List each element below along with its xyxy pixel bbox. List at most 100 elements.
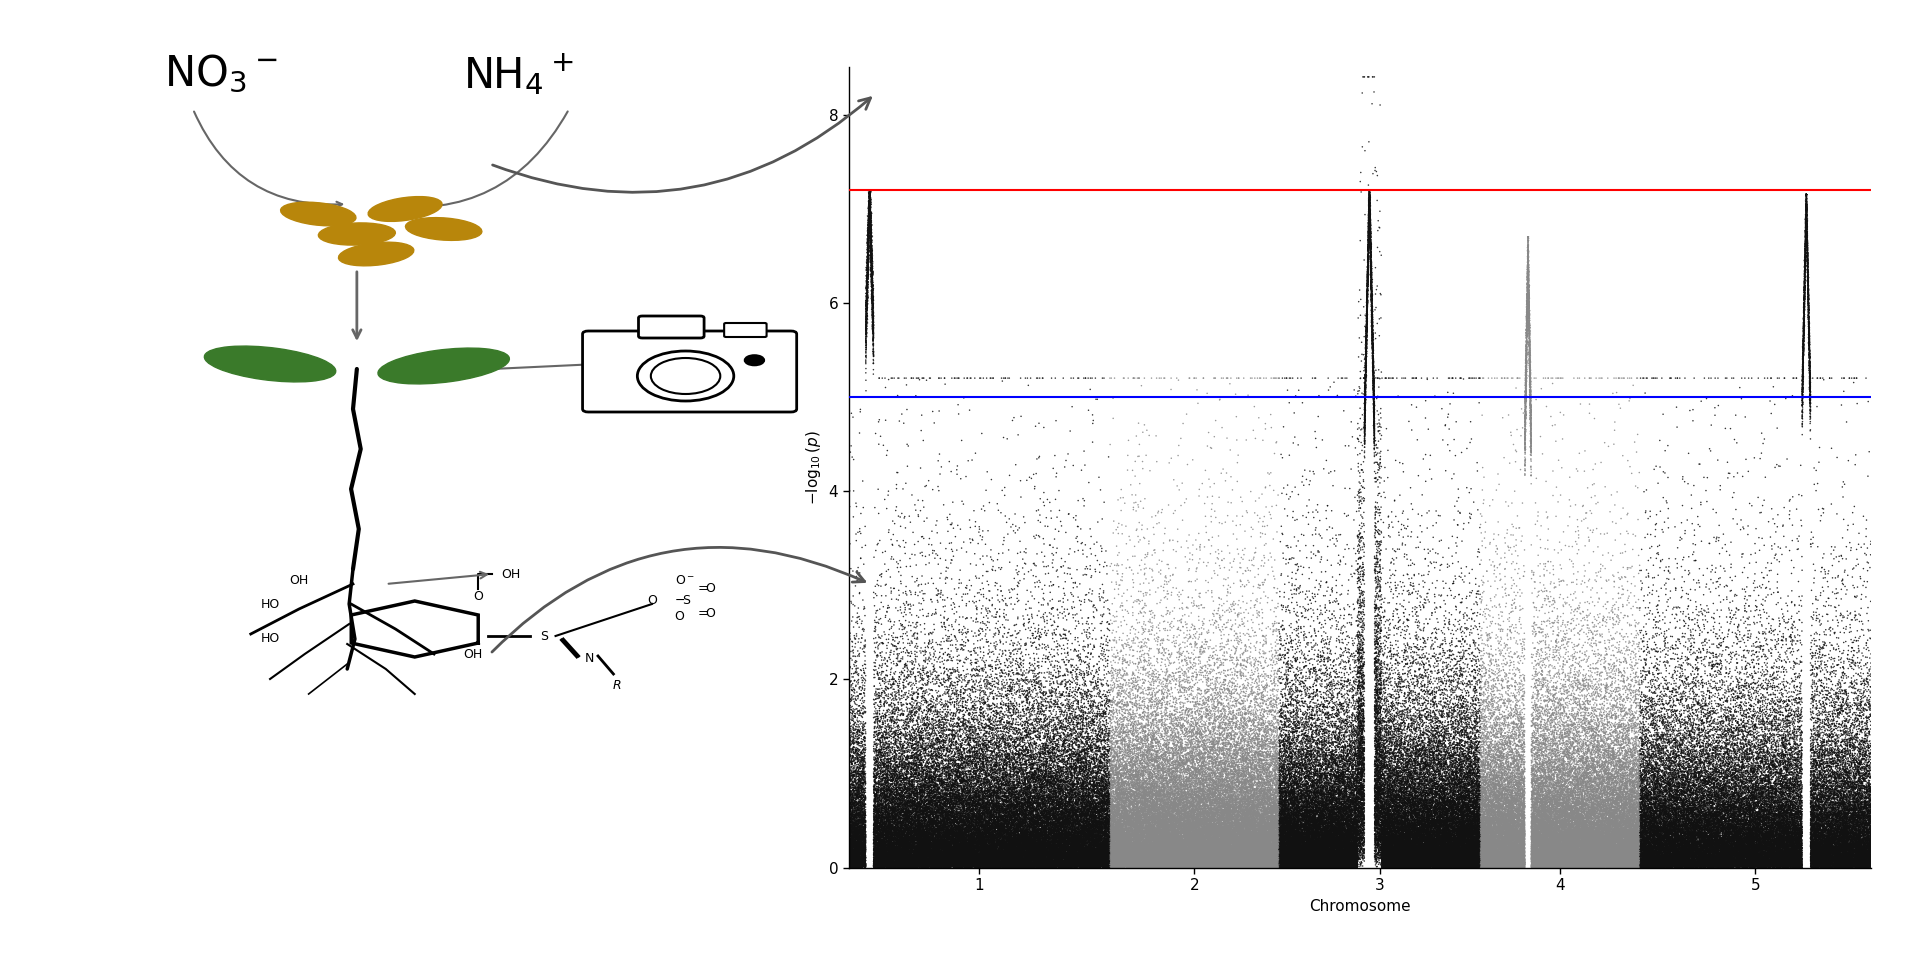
Point [1424,835,1454,850]
Point [1617,785,1647,800]
Point [1119,853,1150,869]
Point [1358,389,1389,405]
Point [1360,422,1391,438]
Point [1836,858,1867,873]
Point [1678,807,1709,822]
Point [1350,352,1381,367]
Point [855,198,885,213]
Point [1688,853,1719,869]
Point [1184,805,1215,820]
Point [1412,857,1443,872]
Point [1202,860,1233,875]
Point [1136,674,1167,689]
Point [1346,784,1377,799]
Point [1657,799,1688,815]
Point [1701,810,1732,825]
Point [1437,808,1468,823]
Point [1426,790,1456,806]
Point [1319,538,1350,553]
Point [1468,857,1499,872]
Point [1574,822,1605,838]
Point [1051,645,1082,660]
Point [1086,807,1117,822]
Point [922,823,953,839]
Point [1067,852,1098,868]
Point [1341,730,1372,745]
Point [1640,831,1671,846]
Point [1292,845,1323,861]
Point [1603,802,1634,817]
Point [1551,817,1582,833]
Point [1507,847,1537,863]
Point [1811,831,1842,846]
Point [1379,783,1410,798]
Point [1277,830,1308,845]
Point [1175,838,1206,853]
Point [1076,805,1107,820]
Point [1142,705,1173,720]
Point [1076,713,1107,729]
Point [980,700,1011,715]
Point [1699,846,1730,862]
Point [899,684,930,700]
Point [1221,742,1252,758]
Point [885,828,916,844]
Point [1512,249,1543,264]
Point [1020,792,1051,808]
Point [1748,816,1779,831]
Point [1177,745,1208,761]
Point [1100,830,1130,845]
Point [1291,762,1321,777]
Point [1136,803,1167,818]
Point [1134,844,1165,860]
Point [1553,796,1584,812]
Point [1341,755,1372,770]
Point [1381,831,1412,846]
Point [1449,859,1480,874]
Point [1487,797,1518,813]
Point [1225,855,1256,870]
Point [1408,542,1439,557]
Point [1474,772,1505,788]
Point [1215,790,1246,805]
Point [1767,850,1798,866]
Point [1223,847,1254,863]
Point [1431,756,1462,771]
Point [1775,807,1806,822]
Point [932,860,963,875]
Point [1103,824,1134,840]
Point [876,854,907,870]
Point [912,860,943,875]
Point [1856,829,1887,844]
Point [893,851,924,867]
Point [1547,778,1578,793]
Point [858,777,889,792]
Point [1541,741,1572,757]
Point [955,855,986,870]
Point [964,781,995,796]
Point [1186,845,1217,861]
Point [1125,838,1155,853]
Point [1412,857,1443,872]
Point [968,818,999,834]
Point [1294,859,1325,874]
Point [1831,730,1861,745]
Point [1107,787,1138,802]
Point [1132,772,1163,788]
Point [1400,821,1431,837]
Point [1343,386,1373,401]
Point [1051,854,1082,870]
Point [1258,785,1289,800]
Point [1707,837,1738,852]
Point [1229,733,1260,748]
Point [1250,841,1281,856]
Point [928,710,959,725]
Point [1605,849,1636,865]
Point [1416,761,1447,776]
Point [999,754,1030,769]
Point [1397,777,1427,792]
Point [1157,859,1188,874]
Point [1711,858,1742,873]
Point [1389,828,1420,844]
Point [872,858,903,873]
